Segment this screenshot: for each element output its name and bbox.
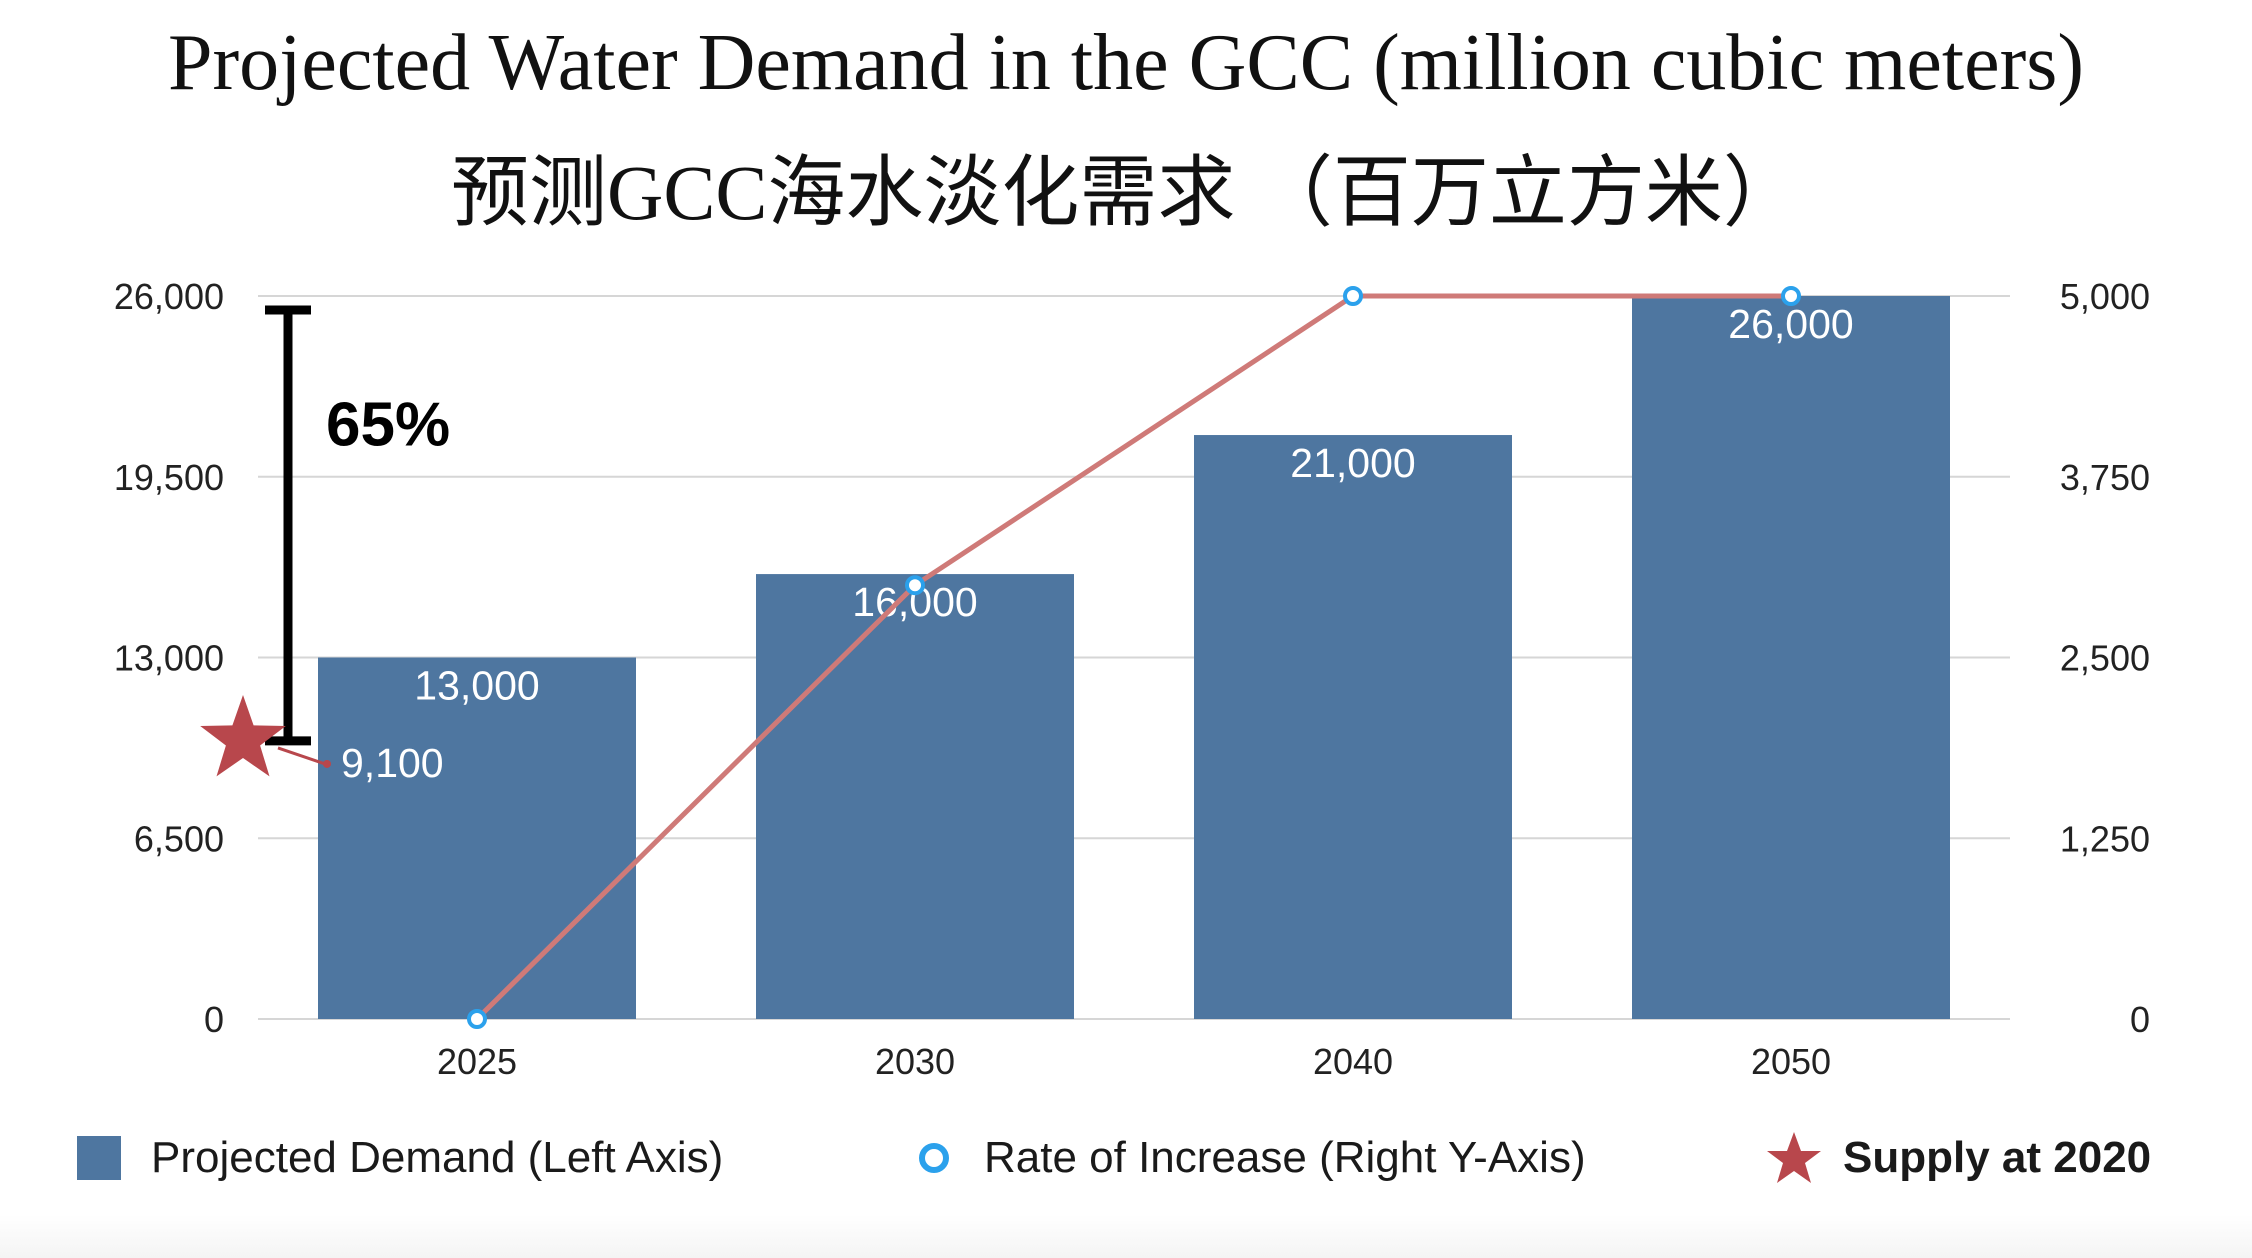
bar (756, 574, 1074, 1019)
supply-star-marker (200, 695, 286, 777)
x-axis-tick-label: 2030 (875, 1041, 955, 1082)
x-axis-tick-label: 2025 (437, 1041, 517, 1082)
x-axis-tick-label: 2050 (1751, 1041, 1831, 1082)
legend-item-rate[interactable]: Rate of Increase (Right Y-Axis) (912, 1128, 1586, 1188)
chart-title: Projected Water Demand in the GCC (milli… (167, 19, 2084, 107)
supply-value-label: 9,100 (341, 740, 444, 786)
rate-point (905, 575, 925, 596)
footer-band (0, 1215, 2252, 1258)
left-axis-tick-label: 26,000 (114, 276, 224, 317)
increase-percentage-label: 65% (326, 390, 450, 459)
bar-data-label: 26,000 (1728, 301, 1853, 347)
supply-leader-dot (323, 759, 331, 768)
right-axis-tick-label: 2,500 (2060, 638, 2150, 679)
chart-title-chinese: 预测GCC海水淡化需求 （百万立方米） (451, 149, 1801, 236)
legend-label-demand: Projected Demand (Left Axis) (151, 1133, 724, 1182)
legend-item-supply[interactable]: Supply at 2020 (1765, 1128, 2151, 1188)
legend-marker-rate (919, 1143, 949, 1173)
supply-leader-line (277, 746, 326, 766)
star-icon (1767, 1132, 1821, 1183)
rate-line (475, 293, 1791, 1021)
bar (1194, 435, 1512, 1019)
legend-item-demand[interactable]: Projected Demand (Left Axis) (77, 1128, 723, 1188)
right-axis-tick-label: 1,250 (2060, 818, 2150, 859)
rate-point (1781, 286, 1801, 306)
left-axis-tick-label: 0 (204, 999, 224, 1040)
left-axis-tick-label: 13,000 (114, 638, 224, 679)
rate-point (1343, 286, 1363, 306)
bar (318, 657, 636, 1019)
x-axis-tick-label: 2040 (1313, 1041, 1393, 1082)
legend-label-rate: Rate of Increase (Right Y-Axis) (984, 1133, 1586, 1182)
right-axis-tick-label: 3,750 (2060, 457, 2150, 498)
bar-data-label: 21,000 (1290, 440, 1415, 486)
bar-data-label: 13,000 (414, 663, 539, 709)
legend-label-supply: Supply at 2020 (1843, 1133, 2152, 1182)
legend-swatch-demand (77, 1136, 121, 1180)
rate-point (467, 1009, 487, 1029)
left-axis-tick-label: 19,500 (114, 457, 224, 498)
left-axis-tick-label: 6,500 (134, 818, 224, 859)
bar (1632, 296, 1950, 1019)
right-axis-tick-label: 5,000 (2060, 276, 2150, 317)
right-axis-tick-label: 0 (2130, 999, 2150, 1040)
